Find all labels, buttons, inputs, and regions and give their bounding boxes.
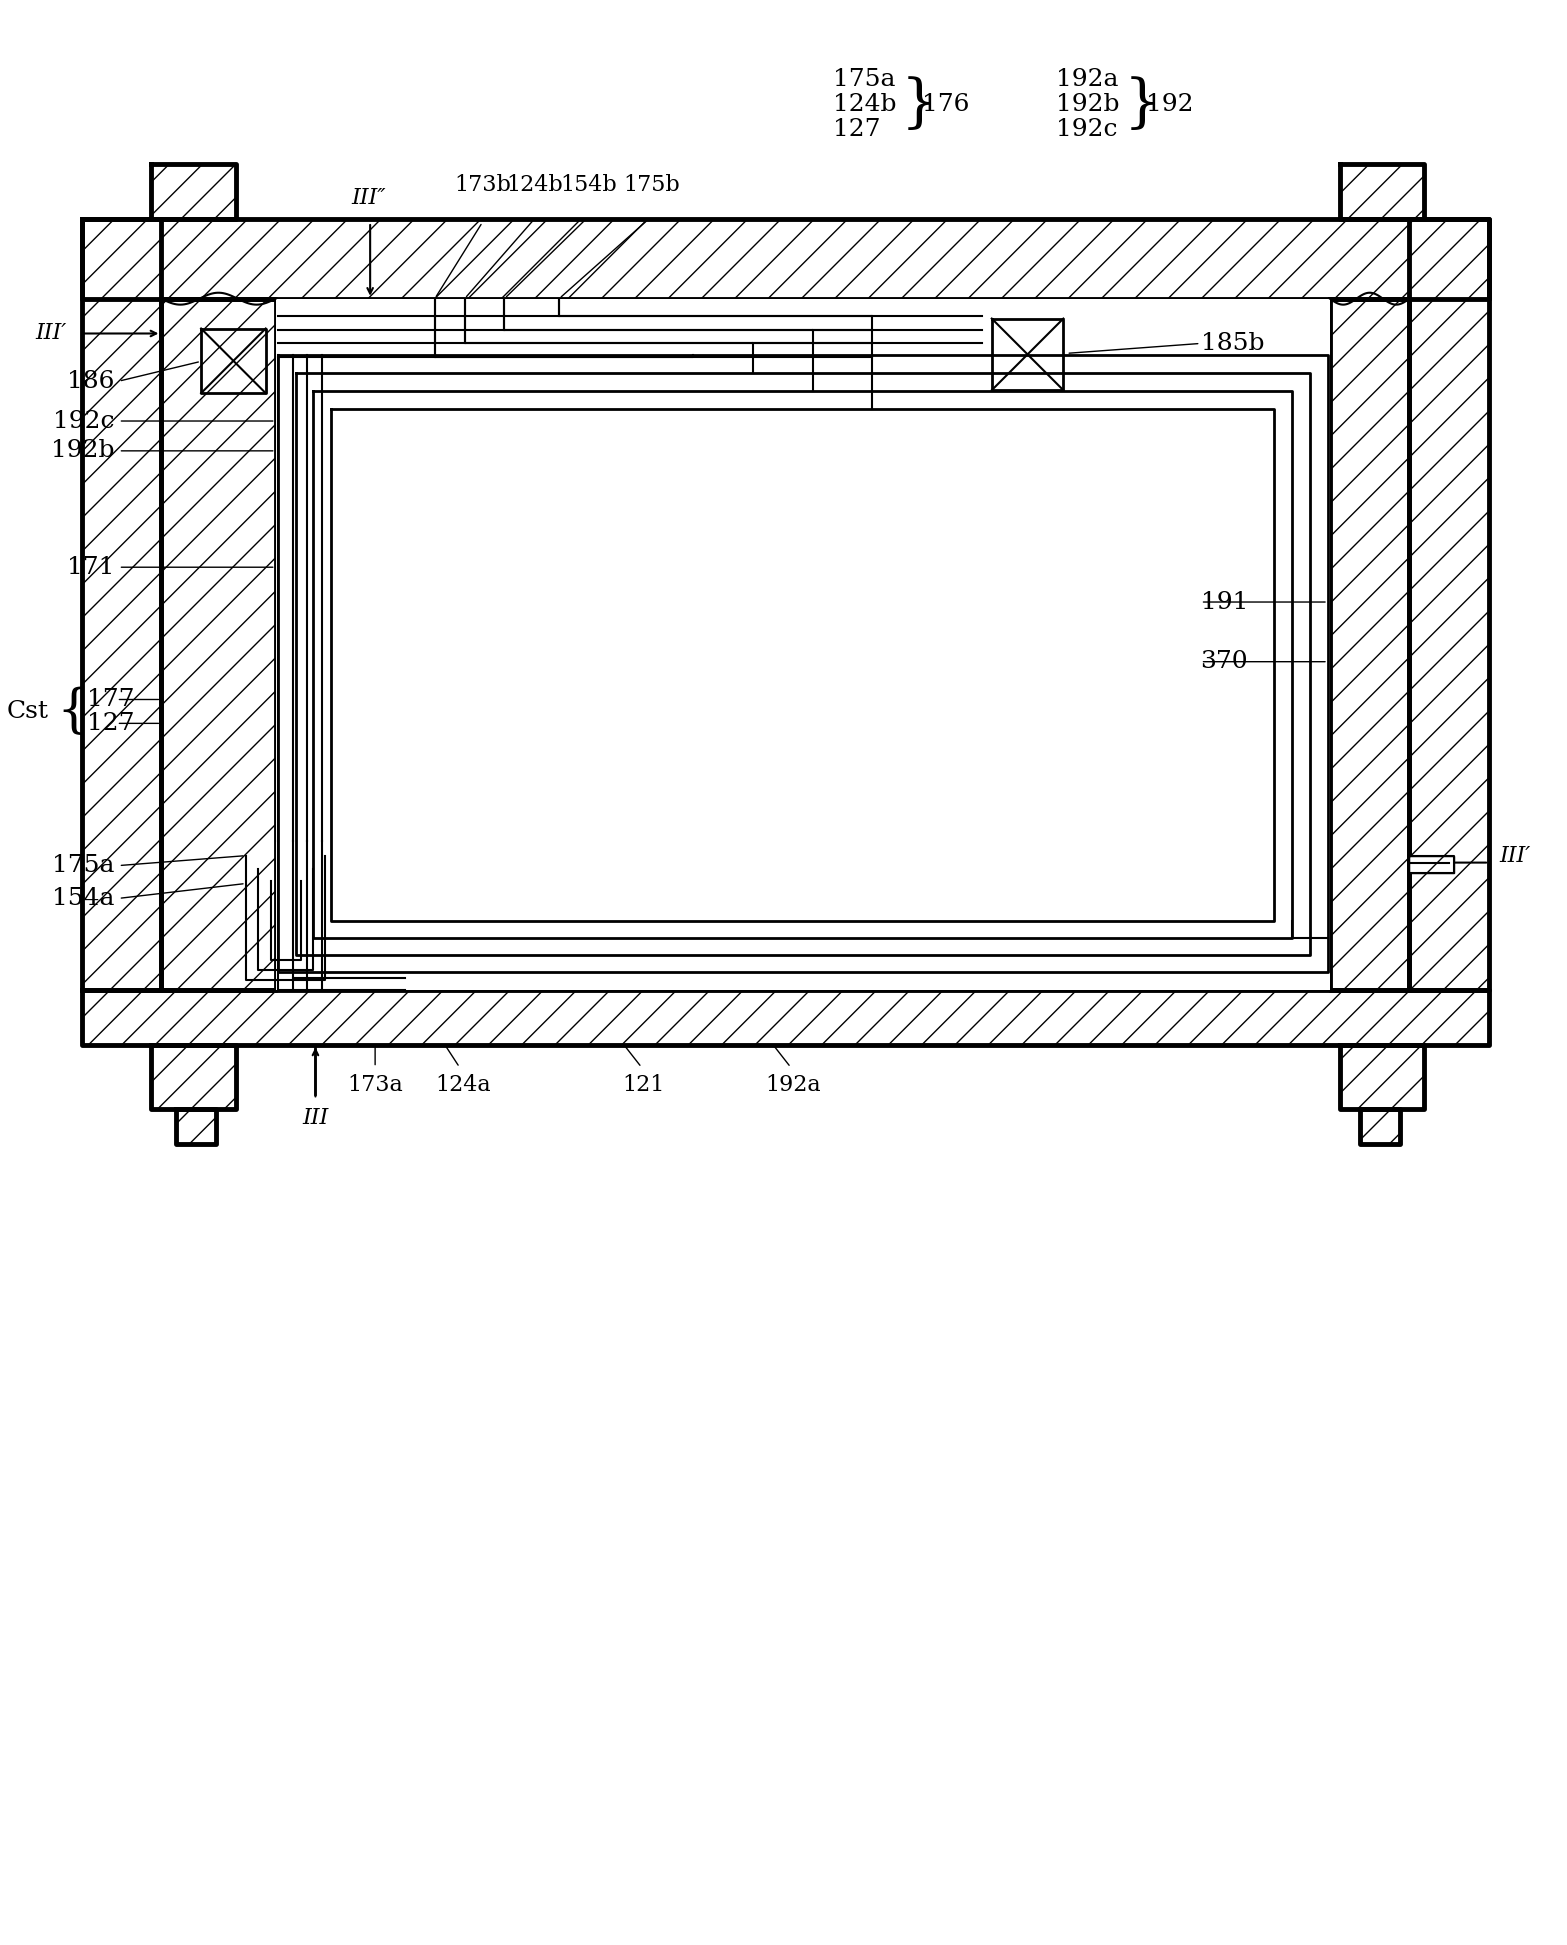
Text: III: III [302, 1107, 329, 1130]
Polygon shape [1330, 300, 1409, 990]
Text: 192a: 192a [765, 1074, 821, 1097]
Text: 124b: 124b [832, 93, 896, 117]
Polygon shape [161, 300, 276, 990]
Polygon shape [176, 1109, 216, 1144]
Text: 154a: 154a [52, 887, 114, 910]
Text: 175a: 175a [832, 68, 895, 91]
Text: }: } [901, 76, 937, 132]
Polygon shape [81, 220, 1489, 300]
Polygon shape [81, 220, 161, 990]
Bar [276, 300, 1330, 990]
Polygon shape [1409, 856, 1454, 873]
Text: 127: 127 [832, 119, 881, 142]
Text: }: } [1124, 76, 1161, 132]
Polygon shape [1340, 165, 1424, 220]
Text: 121: 121 [622, 1074, 664, 1097]
Text: 185b: 185b [1200, 333, 1265, 354]
Text: 175a: 175a [52, 854, 114, 877]
Text: 186: 186 [67, 370, 114, 393]
Text: 192c: 192c [1056, 119, 1117, 142]
Polygon shape [152, 165, 237, 220]
Text: {: { [56, 687, 91, 737]
Text: 127: 127 [86, 712, 135, 735]
Text: III″: III″ [351, 187, 385, 210]
Text: 191: 191 [1200, 591, 1247, 613]
Text: 173b: 173b [454, 175, 511, 196]
Text: 192b: 192b [52, 440, 114, 463]
Text: 175b: 175b [624, 175, 680, 196]
Text: 171: 171 [67, 556, 114, 580]
Polygon shape [152, 1044, 237, 1109]
Polygon shape [1340, 1044, 1424, 1109]
Text: 192a: 192a [1056, 68, 1119, 91]
Polygon shape [1360, 1109, 1399, 1144]
Text: III′: III′ [1500, 844, 1531, 867]
Text: 124b: 124b [506, 175, 563, 196]
Text: 176: 176 [921, 93, 970, 117]
Text: 177: 177 [86, 689, 135, 712]
Text: III′: III′ [36, 323, 67, 344]
Text: 370: 370 [1200, 650, 1249, 673]
Polygon shape [81, 990, 1489, 1044]
Text: 192c: 192c [53, 410, 114, 432]
Polygon shape [1409, 220, 1489, 990]
Text: 154b: 154b [561, 175, 617, 196]
Text: Cst: Cst [6, 700, 49, 724]
Text: 173a: 173a [348, 1074, 403, 1097]
Text: 192: 192 [1145, 93, 1194, 117]
Text: 124a: 124a [434, 1074, 490, 1097]
Text: 192b: 192b [1056, 93, 1120, 117]
